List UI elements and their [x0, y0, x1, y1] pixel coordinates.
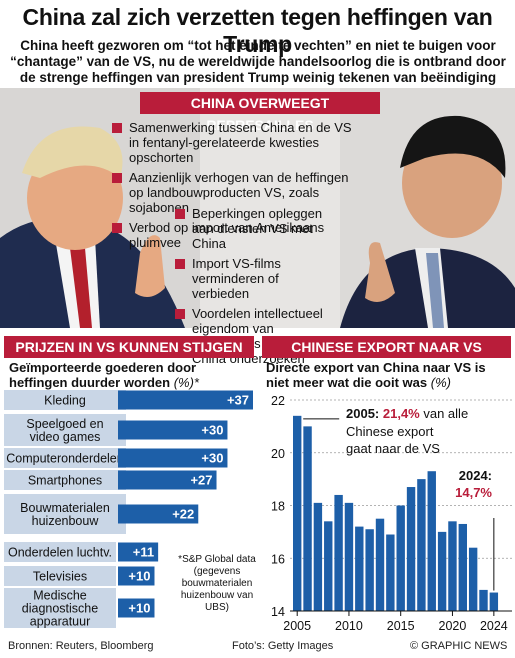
category-label-box: [4, 588, 116, 628]
bar: [386, 534, 395, 611]
bar-value-label: +22: [172, 507, 194, 522]
annotation-2005-text: gaat naar de VS: [346, 441, 440, 456]
category-label: Bouwmaterialen: [20, 501, 110, 515]
bullet-square-icon: [175, 309, 185, 319]
category-label: Kleding: [44, 394, 86, 408]
bullet-item: Beperkingen opleggen aan diensten VS met…: [175, 206, 335, 251]
bullet-square-icon: [112, 223, 122, 233]
bullet-item: Verbod op import van Amerikaans pluimvee: [112, 220, 362, 250]
category-label-box: [4, 390, 126, 410]
bar: [118, 470, 217, 490]
bar: [118, 542, 159, 562]
trump-portrait-image: [0, 88, 200, 328]
bar: [118, 448, 228, 468]
category-label: Computeronderdelen: [6, 452, 123, 466]
category-label-box: [4, 566, 116, 586]
category-label: Onderdelen luchtv.: [8, 546, 112, 560]
y-tick-label: 16: [271, 552, 285, 566]
category-label: diagnostische: [22, 602, 98, 616]
bar-value-label: +37: [227, 393, 249, 408]
bar-value-label: +11: [133, 545, 154, 560]
prices-banner: PRIJZEN IN VS KUNNEN STIJGEN: [4, 336, 254, 358]
category-label: Medische: [33, 589, 87, 603]
source-note: *S&P Global data (gegevens bouwmateriale…: [178, 554, 256, 613]
category-label: apparatuur: [30, 615, 90, 629]
y-tick-label: 20: [271, 447, 285, 461]
bar: [365, 529, 374, 611]
category-label-box: [4, 542, 116, 562]
bar: [448, 521, 457, 611]
footer-photos: Foto’s: Getty Images: [232, 640, 334, 652]
bullet-square-icon: [112, 173, 122, 183]
category-label-box: [4, 470, 126, 490]
bar-value-label: +10: [128, 569, 150, 584]
bar: [344, 502, 354, 611]
bullet-square-icon: [175, 259, 185, 269]
x-tick-label: 2015: [387, 619, 415, 633]
bullet-item: Aanzienlijk verhogen van de heffingen op…: [112, 170, 362, 215]
x-tick-label: 2005: [283, 619, 311, 633]
bar: [118, 390, 253, 410]
right-chart-subtitle: Directe export van China naar VS is niet…: [266, 360, 486, 390]
bullet-item: Import VS-films verminderen of verbieden: [175, 256, 335, 301]
y-tick-label: 22: [271, 394, 285, 408]
y-tick-label: 18: [271, 500, 285, 514]
bar-value-label: +27: [190, 473, 212, 488]
bar: [355, 526, 364, 611]
bar: [334, 494, 343, 611]
bar: [479, 589, 488, 611]
annotation-2005-text: Chinese export: [346, 424, 434, 439]
category-label: Televisies: [33, 570, 87, 584]
category-label-box: [4, 494, 126, 534]
left-chart-subtitle: Geïmporteerde goederen door heffingen du…: [9, 360, 199, 390]
bullet-item: Samenwerking tussen China en de VS in fe…: [112, 120, 362, 165]
bar-value-label: +10: [128, 601, 150, 616]
bar: [396, 505, 405, 611]
bar: [468, 547, 478, 611]
bar: [324, 521, 333, 611]
bar: [427, 471, 436, 611]
bar: [118, 566, 155, 586]
bar: [118, 420, 228, 440]
annotation-2005-line1: 2005: 21,4% van alle: [346, 406, 468, 421]
bullet-list-wide: Samenwerking tussen China en de VS in fe…: [112, 120, 362, 250]
bar: [118, 598, 155, 618]
bar: [375, 518, 385, 611]
bar: [313, 502, 323, 611]
exports-banner: CHINESE EXPORT NAAR VS: [262, 336, 511, 358]
retaliation-banner: CHINA OVERWEEGT REPRESAILLES: [140, 92, 380, 133]
bar: [118, 504, 199, 524]
category-label: huizenbouw: [32, 514, 100, 528]
category-label-box: [4, 414, 126, 446]
category-label: video games: [30, 430, 101, 444]
bar-value-label: +30: [201, 423, 223, 438]
bar: [406, 487, 416, 611]
bar: [417, 479, 426, 611]
bullet-square-icon: [112, 123, 122, 133]
page-title: China zal zich verzetten tegen heffingen…: [22, 4, 493, 57]
category-label: Speelgoed en: [26, 417, 103, 431]
y-tick-label: 14: [271, 605, 285, 619]
category-label-box: [4, 448, 126, 468]
annotation-2024-year: 2024:: [459, 468, 492, 483]
bar: [293, 415, 302, 611]
hero-photo-area: [0, 88, 515, 328]
export-share-chart: 14 16 18 20 22 2005 2010 2015 2020 2024 2005: 21,4…: [271, 394, 512, 633]
bar: [489, 592, 499, 611]
footer-sources: Bronnen: Reuters, Bloomberg: [8, 640, 154, 652]
x-tick-label: 2020: [439, 619, 467, 633]
bar: [437, 531, 447, 611]
xi-portrait-image: [340, 88, 515, 328]
bar: [458, 523, 467, 611]
x-tick-label: 2024: [480, 619, 508, 633]
annotation-2024-value: 14,7%: [455, 485, 492, 500]
category-label: Smartphones: [28, 474, 102, 488]
bullet-square-icon: [175, 209, 185, 219]
footer-copyright: © GRAPHIC NEWS: [410, 640, 508, 652]
bar-value-label: +30: [201, 451, 223, 466]
bar: [303, 426, 312, 611]
x-tick-label: 2010: [335, 619, 363, 633]
